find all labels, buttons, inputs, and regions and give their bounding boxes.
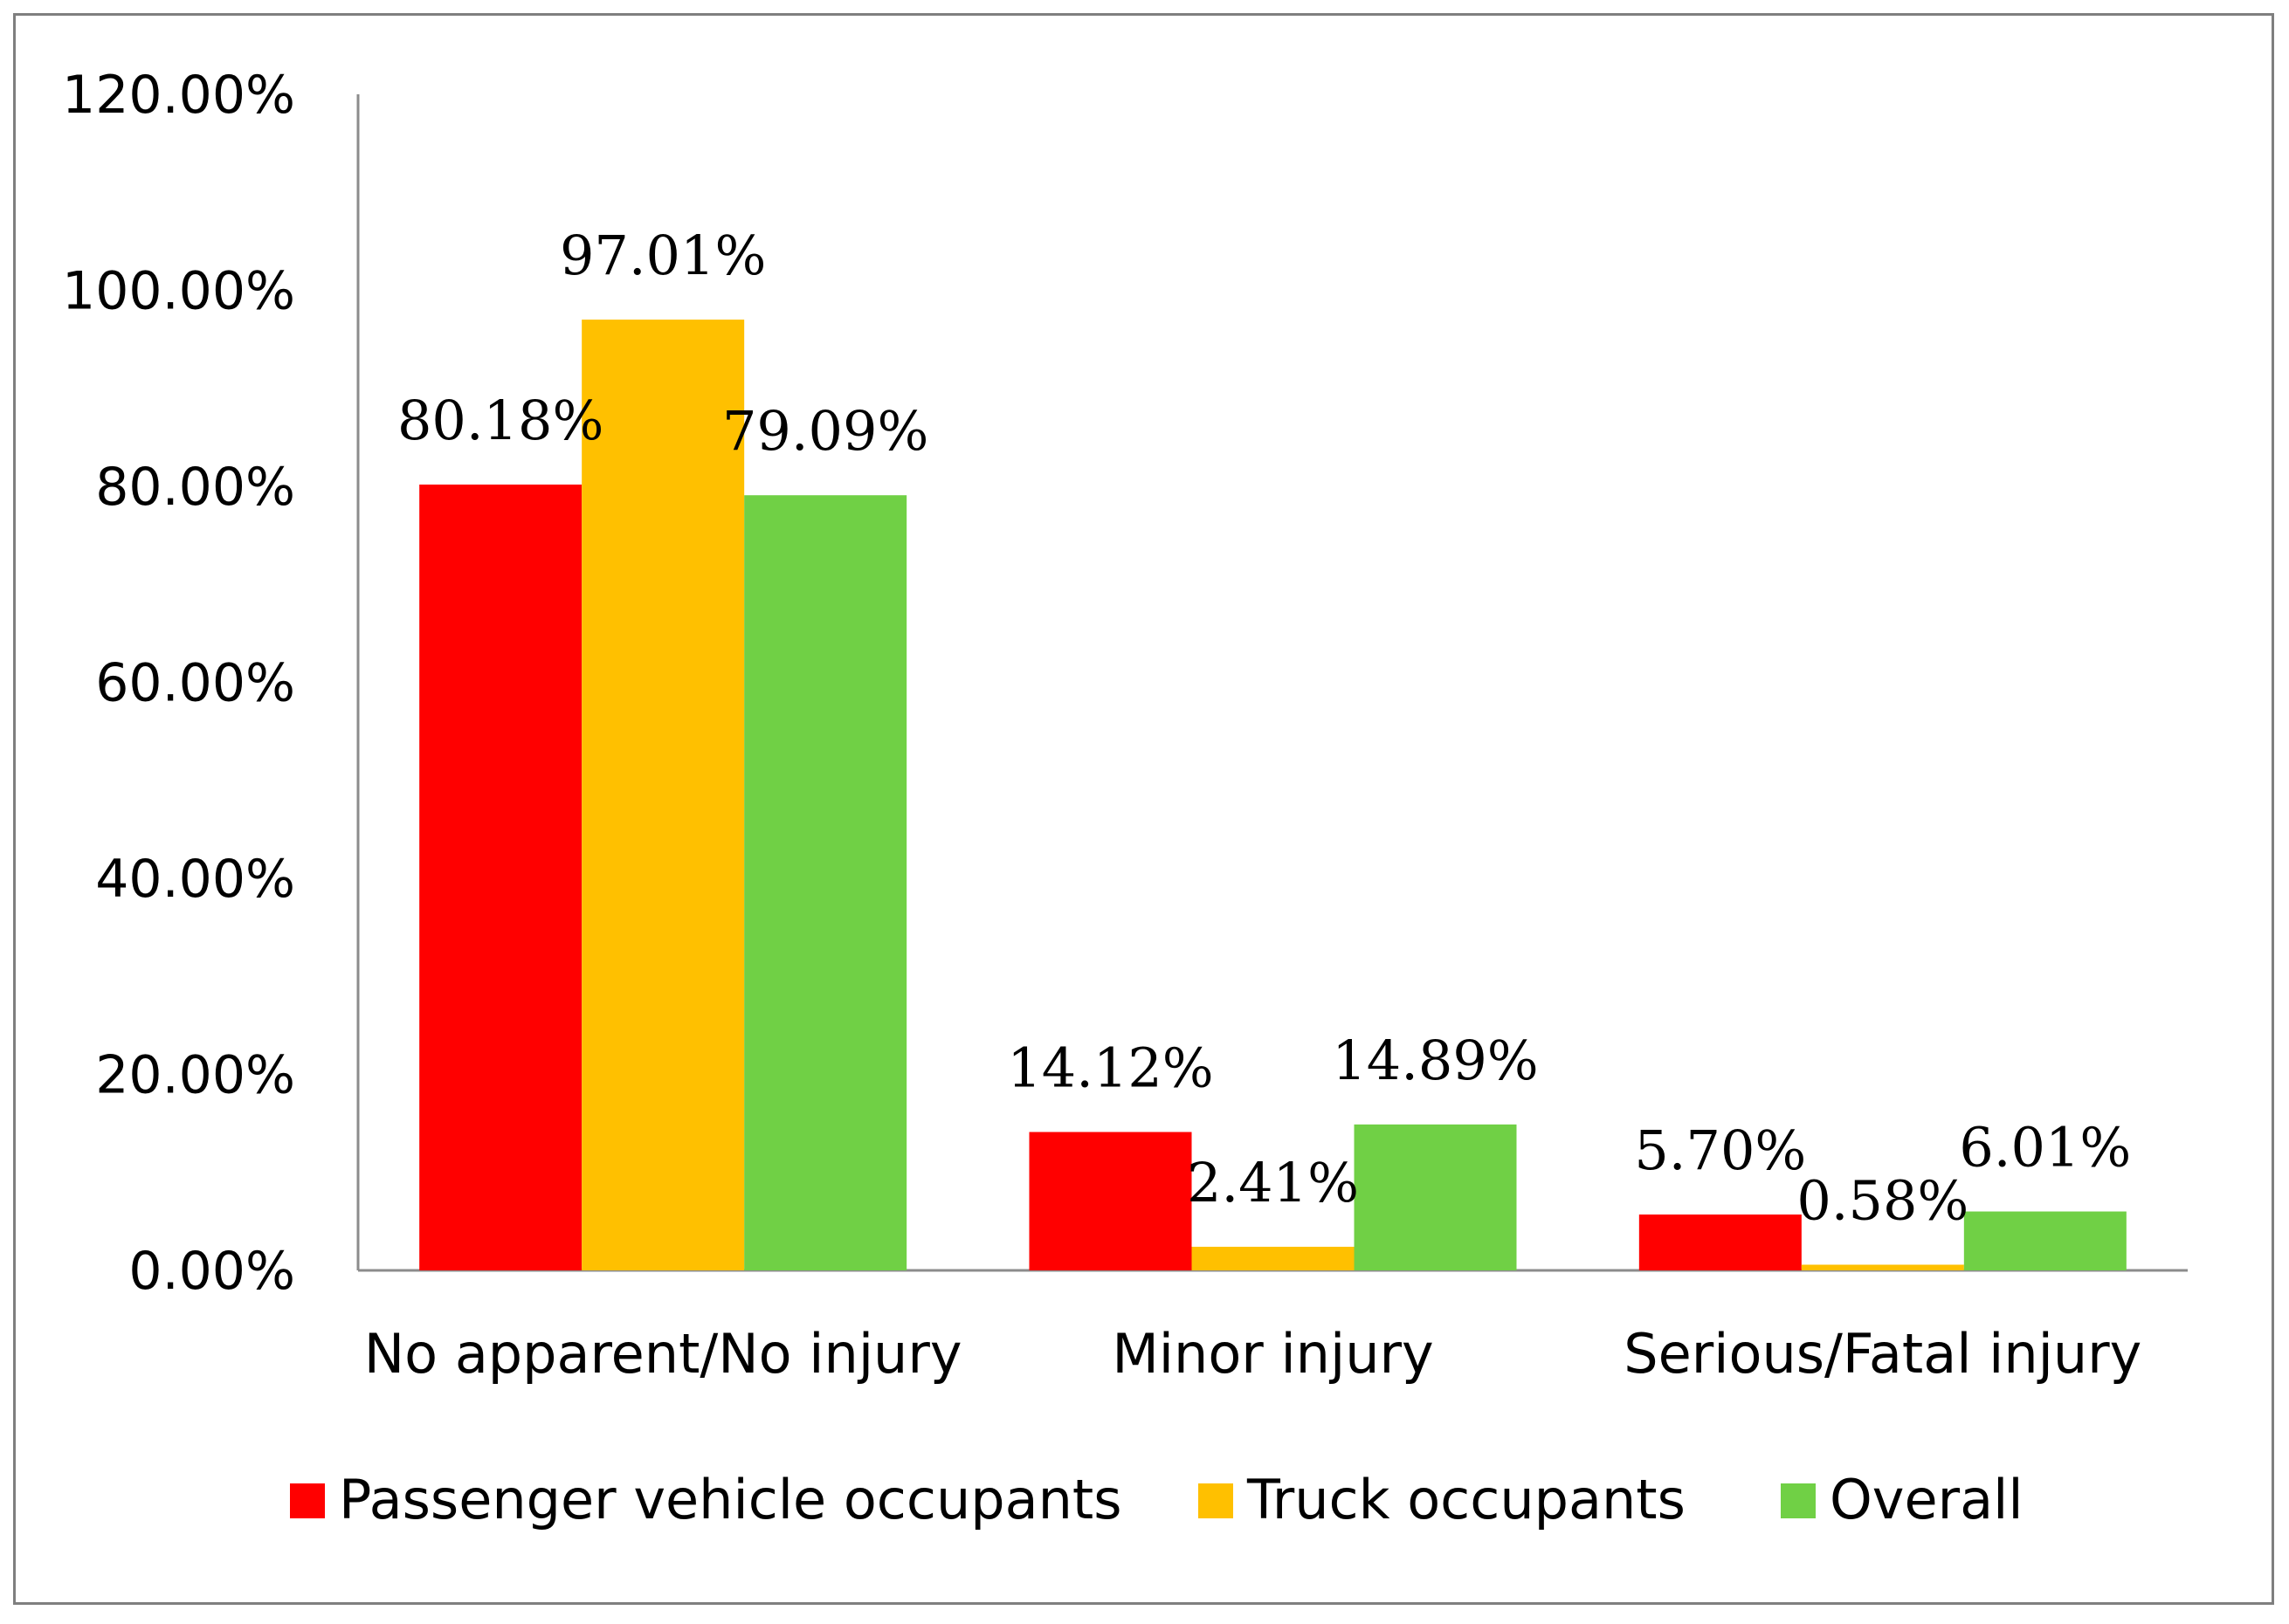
bar-truck-occupants-1 [582, 320, 745, 1270]
legend-swatch [1781, 1483, 1816, 1518]
category-label: No apparent/No injury [364, 1322, 962, 1386]
legend-swatch [290, 1483, 325, 1518]
legend-swatch [1198, 1483, 1233, 1518]
data-labels: 80.18% 97.01% 79.09% 14.12% 2.41% 14.89% 5.70%… [397, 224, 2131, 1232]
legend-label: Passenger vehicle occupants [339, 1468, 1122, 1531]
y-axis-ticks: 0.00% 20.00% 40.00% 60.00% 80.00% 100.00% 120.… [62, 65, 295, 1302]
bar-passenger-vehicle-occupants-1 [419, 484, 583, 1270]
y-tick-label: 0.00% [128, 1241, 295, 1302]
data-label: 97.01% [560, 224, 766, 287]
legend-label: Overall [1830, 1468, 2024, 1531]
data-label: 5.70% [1634, 1118, 1806, 1182]
bar-truck-occupants-2 [1191, 1246, 1355, 1270]
category-label: Serious/Fatal injury [1624, 1322, 2141, 1386]
category-labels: No apparent/No injury Minor injury Serious… [364, 1322, 2142, 1386]
bar-passenger-vehicle-occupants-2 [1029, 1132, 1192, 1270]
bar-overall-2 [1354, 1124, 1517, 1270]
data-label: 0.58% [1796, 1168, 1968, 1232]
y-tick-label: 20.00% [95, 1045, 295, 1106]
bar-overall-3 [1963, 1211, 2127, 1270]
data-label: 2.41% [1187, 1151, 1359, 1215]
y-tick-label: 80.00% [95, 457, 295, 518]
bar-passenger-vehicle-occupants-3 [1638, 1215, 1802, 1270]
category-label: Minor injury [1112, 1322, 1433, 1386]
data-label: 6.01% [1959, 1116, 2131, 1180]
legend: Passenger vehicle occupants Truck occupan… [290, 1468, 2024, 1531]
legend-label: Truck occupants [1246, 1468, 1686, 1531]
bars [419, 320, 2127, 1270]
data-label: 14.89% [1332, 1029, 1538, 1092]
bar-overall-1 [744, 495, 907, 1270]
data-label: 14.12% [1007, 1036, 1213, 1100]
chart-frame [13, 13, 2274, 1605]
y-tick-label: 60.00% [95, 653, 295, 714]
bar-truck-occupants-3 [1801, 1264, 1964, 1270]
data-label: 80.18% [397, 389, 603, 452]
data-label: 79.09% [722, 399, 928, 463]
y-tick-label: 40.00% [95, 849, 295, 910]
y-tick-label: 100.00% [62, 261, 295, 322]
y-tick-label: 120.00% [62, 65, 295, 126]
